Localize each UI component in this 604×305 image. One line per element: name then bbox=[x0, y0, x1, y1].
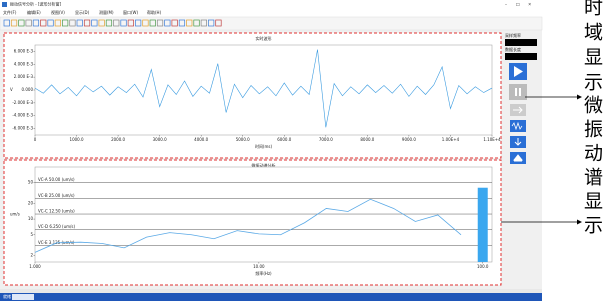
annotation-time: 时域显示 bbox=[581, 0, 603, 97]
y-axis-label: V bbox=[10, 87, 13, 92]
y-tick-label: 0.000 bbox=[22, 87, 34, 92]
length-box bbox=[505, 53, 537, 60]
y-tick-label: 2.000 E-3 bbox=[14, 74, 34, 79]
plot-area bbox=[35, 167, 492, 262]
x-tick-label: 8000.0 bbox=[360, 137, 374, 142]
menu-item[interactable]: 文件(F) bbox=[3, 9, 17, 15]
next-button[interactable] bbox=[510, 104, 526, 116]
page: 振动信号分析 - [波形分析窗] – □ × 文件(F) 编辑(E) 视图(V) 显示… bbox=[0, 0, 604, 301]
x-tick-label: 9000.0 bbox=[402, 137, 416, 142]
app-icon bbox=[2, 2, 7, 7]
save-button[interactable] bbox=[510, 136, 526, 148]
y-tick-label: 10 bbox=[28, 216, 34, 221]
title-bar bbox=[0, 0, 542, 9]
menu-item[interactable]: 显示(D) bbox=[75, 10, 90, 15]
menu-item[interactable]: 视图(V) bbox=[51, 9, 65, 15]
reference-label: VC-C 12.50 (um/s) bbox=[38, 209, 75, 214]
x-tick-label: 100.0 bbox=[477, 264, 489, 269]
y-tick-label: 50 bbox=[28, 180, 34, 185]
status-tab[interactable] bbox=[12, 294, 34, 300]
export-button[interactable] bbox=[510, 152, 526, 164]
x-tick-label: 0 bbox=[34, 137, 37, 142]
status-text: 就绪 bbox=[3, 293, 11, 299]
reference-label: VC-B 25.00 (um/s) bbox=[38, 193, 75, 198]
y-tick-label: 4.000 E-3 bbox=[14, 61, 34, 66]
y-tick-label: -4.000 E-3 bbox=[12, 113, 33, 118]
wave-button[interactable] bbox=[510, 120, 526, 132]
play-button[interactable] bbox=[509, 63, 527, 80]
y-tick-label: -6.000 E-3 bbox=[12, 126, 33, 131]
rate-label: 采样频率 bbox=[505, 32, 521, 38]
x-axis-label: 频率(Hz) bbox=[255, 270, 272, 276]
menu-item[interactable]: 测量(M) bbox=[99, 9, 114, 15]
reference-label: VC-D 6.250 (um/s) bbox=[38, 224, 75, 229]
maximize[interactable]: □ bbox=[516, 2, 520, 7]
menu-item[interactable]: 窗口(W) bbox=[123, 9, 139, 15]
bar bbox=[478, 188, 488, 262]
x-tick-label: 1.000 bbox=[29, 264, 41, 269]
x-tick-label: 10.00 bbox=[253, 264, 265, 269]
y-tick-label: -2.000 E-3 bbox=[12, 100, 33, 105]
x-tick-label: 7000.0 bbox=[319, 137, 333, 142]
x-tick-label: 2000.0 bbox=[111, 137, 125, 142]
x-tick-label: 4000.0 bbox=[194, 137, 208, 142]
pause-button[interactable] bbox=[509, 84, 527, 100]
menu: 文件(F) 编辑(E) 视图(V) 显示(D) 测量(M) 窗口(W) 帮助(H) bbox=[3, 9, 162, 15]
reference-label: VC-A 50.00 (um/s) bbox=[38, 177, 75, 182]
status-bar bbox=[0, 293, 542, 301]
x-tick-label: 5000.0 bbox=[236, 137, 250, 142]
length-label: 数据长度 bbox=[505, 46, 521, 52]
menu-item[interactable]: 帮助(H) bbox=[147, 9, 162, 15]
screen: 振动信号分析 - [波形分析窗] – □ × 文件(F) 编辑(E) 视图(V) 显示… bbox=[0, 0, 604, 301]
x-tick-label: 1.00E+4 bbox=[442, 137, 460, 142]
chart-title: 实时波形 bbox=[256, 35, 272, 41]
y-tick-label: 6.000 E-3 bbox=[14, 48, 34, 53]
minimize[interactable]: – bbox=[505, 2, 507, 7]
y-tick-label: 20 bbox=[28, 200, 34, 205]
x-tick-label: 3000.0 bbox=[153, 137, 167, 142]
y-axis-label: um/s bbox=[10, 212, 20, 217]
window-title: 振动信号分析 - [波形分析窗] bbox=[10, 1, 62, 7]
rate-box bbox=[505, 39, 537, 46]
annotation-spectrum: 微振动谱显示 bbox=[581, 95, 603, 239]
x-tick-label: 1.10E+4 bbox=[483, 137, 501, 142]
menu-item[interactable]: 编辑(E) bbox=[27, 9, 41, 15]
x-tick-label: 1000.0 bbox=[70, 137, 84, 142]
close[interactable]: × bbox=[528, 2, 531, 7]
toolbar bbox=[0, 17, 542, 30]
x-axis-label: 时间(ms) bbox=[255, 143, 273, 149]
x-tick-label: 6000.0 bbox=[277, 137, 291, 142]
